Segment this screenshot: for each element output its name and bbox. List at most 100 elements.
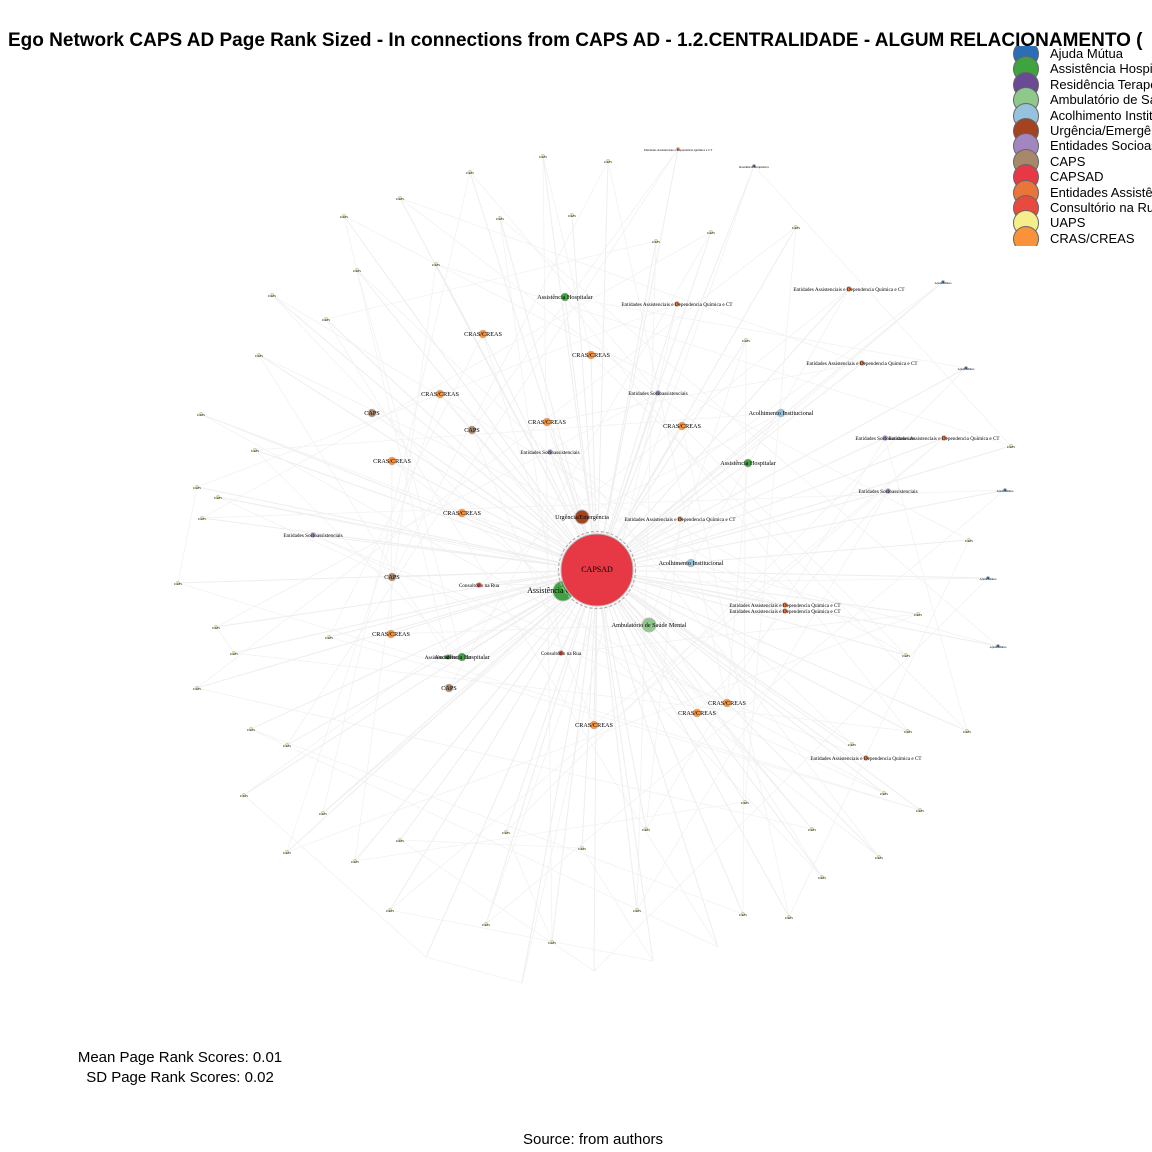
node-label: Acolhimento Institucional [659,560,724,567]
network-node [787,915,791,919]
network-edge [258,354,598,571]
network-edge [596,165,755,571]
network-node [434,262,438,266]
network-node [444,683,454,693]
node-label: CAPSAD [581,565,613,574]
network-edge [271,294,598,571]
network-node [176,581,180,585]
legend-swatch [1013,225,1039,247]
network-edge [343,215,970,541]
network-node [941,435,947,441]
network-node [752,164,756,168]
node-label: UAPS [353,269,361,273]
ego-ring [557,530,637,610]
sd-page-rank: SD Page Rank Scores: 0.02 [86,1069,274,1086]
network-edge [356,269,598,571]
network-edge [590,354,968,732]
network-node [741,912,745,916]
network-edge [742,339,747,915]
network-edge [196,226,797,689]
network-node [743,800,747,804]
network-edge [399,839,595,972]
network-node [676,147,680,151]
node-label: Entidades Assistenciais e Dependencia Qu… [729,609,841,615]
network-edge [389,569,598,911]
node-label: CRAS/CREAS [678,710,716,717]
network-edge [250,728,744,915]
node-label: UAPS [548,941,556,945]
network-node [199,412,203,416]
node-label: Ajuda Mútua [935,281,952,285]
network-node [216,495,220,499]
network-node [863,755,869,761]
network-edge [286,569,598,746]
node-label: UAPS [818,876,826,880]
node-label: UAPS [875,856,883,860]
network-node [677,421,687,431]
network-edge [696,712,880,858]
node-label: UAPS [652,240,660,244]
network-node [782,602,788,608]
network-edge [217,496,598,571]
node-label: Entidades Socioassistenciais [858,489,917,495]
network-node [743,458,753,468]
network-node [476,582,482,588]
network-node [1003,488,1007,492]
network-edge [322,171,471,814]
network-node [916,612,920,616]
network-node [285,743,289,747]
node-label: UAPS [193,486,201,490]
network-node [965,729,969,733]
mean-page-rank: Mean Page Rank Scores: 0.01 [77,1049,283,1066]
network-edge [636,490,889,911]
network-edge [549,451,907,656]
network-node [353,859,357,863]
network-edge [884,437,968,732]
network-edge [560,613,919,654]
network-node [435,389,445,399]
network-node [541,154,545,158]
node-label: UAPS [642,828,650,832]
network-node [644,827,648,831]
node-label: Entidades Socioassistenciais [628,391,687,397]
node-label: UAPS [230,652,238,656]
network-edge [254,449,463,658]
node-label: UAPS [848,743,856,747]
network-edge [542,155,553,943]
node-label: UAPS [808,828,816,832]
node-label: UAPS [214,496,222,500]
network-edge [328,636,921,811]
network-node [560,533,634,607]
network-edge [215,569,598,628]
node-label: Consultório na Rua [459,583,500,589]
node-label: UAPS [482,923,490,927]
network-node [570,213,574,217]
node-label: UAPS [466,171,474,175]
legend: Ajuda Mútua Assistência Hospi Residência T… [1013,46,1152,247]
node-label: Entidades Socioassistenciais [855,436,914,442]
node-label: Entidades Assistenciais e Dependencia Qu… [810,756,922,762]
network-edge [243,569,598,796]
network-node [310,532,316,538]
node-label: Assistência Hospitalar [434,654,490,661]
legend-label: Entidades Socioas [1050,138,1152,154]
network-edge [271,294,786,606]
network-node [547,449,553,455]
node-label: UAPS [963,730,971,734]
network-edge [596,539,970,571]
network-edge [250,569,598,730]
node-label: CRAS/CREAS [464,331,502,338]
node-label: CAPS [464,427,480,434]
node-label: Assistência Hospitalar [425,655,472,661]
node-label: CRAS/CREAS [575,722,613,729]
network-edge [325,318,719,948]
network-node [498,216,502,220]
network-node [692,708,702,718]
network-edge [753,165,1012,447]
node-label: UAPS [578,847,586,851]
network-edge [258,354,786,612]
node-label: UAPS [792,226,800,230]
network-node [1009,444,1013,448]
network-node [882,791,886,795]
network-node [722,698,732,708]
